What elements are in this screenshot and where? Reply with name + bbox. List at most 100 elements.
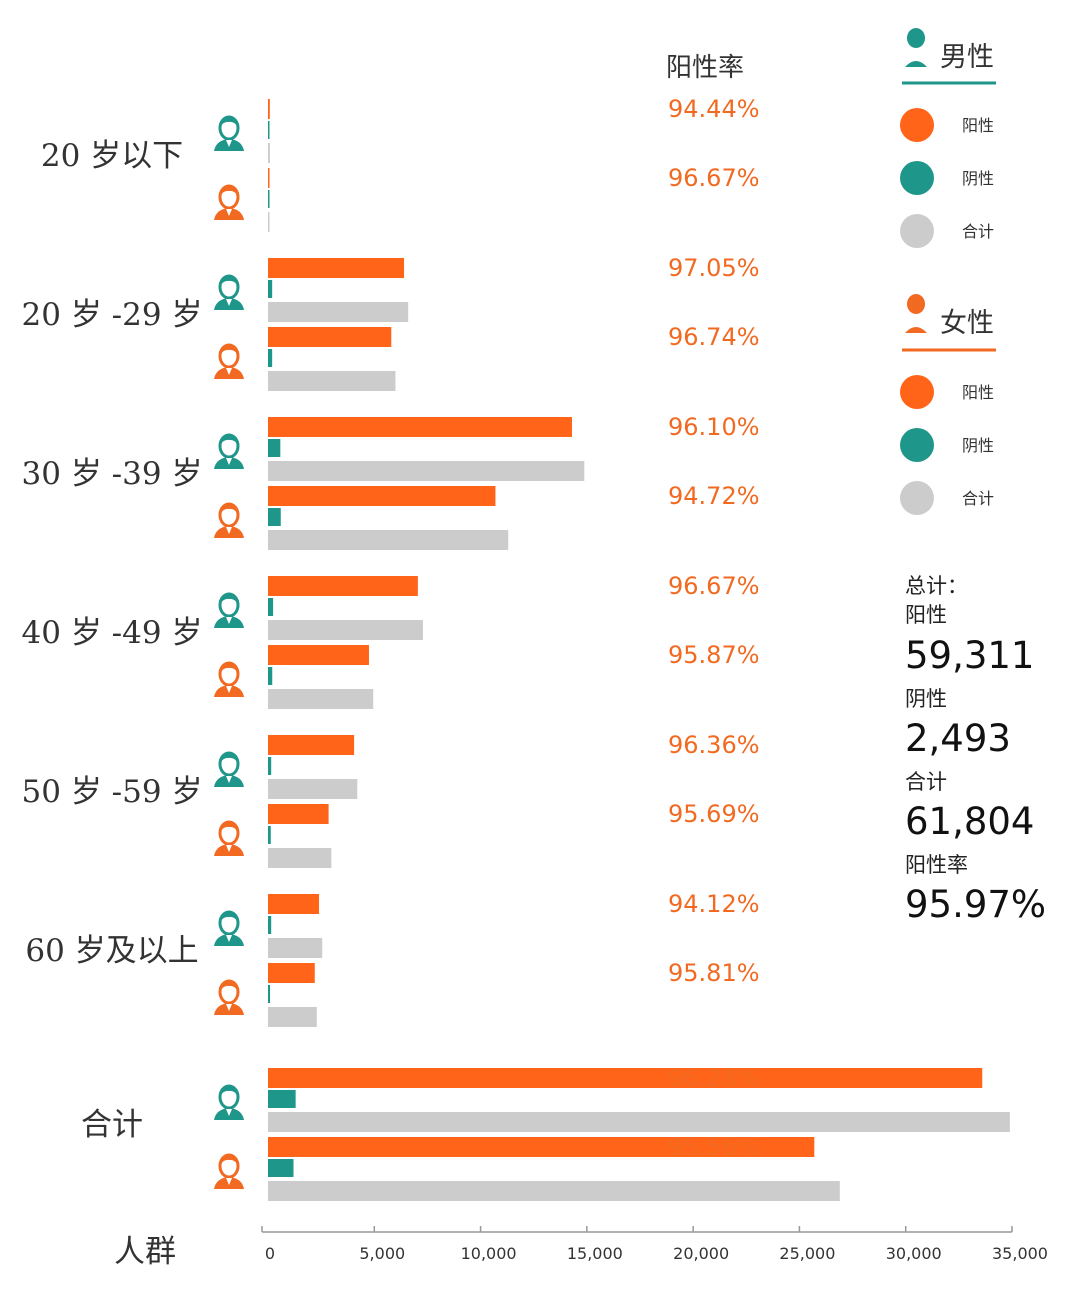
legend-female-negative-swatch (900, 428, 934, 462)
bar-1-male-positive (268, 258, 405, 278)
rate-label-2-female: 94.72% (668, 482, 760, 510)
group-label-0: 20 岁以下 (41, 138, 183, 174)
x-tick-label-1: 5,000 (359, 1244, 405, 1263)
rate-label-3-female: 95.87% (668, 641, 760, 669)
legend-male: 男性 阳性 阴性 合计 (900, 28, 996, 248)
bar-5-female-negative (268, 985, 271, 1003)
rate-label-1-male: 97.05% (668, 254, 760, 282)
totals-positive-label: 阳性 (905, 603, 947, 627)
rate-label-2-male: 96.10% (668, 413, 760, 441)
bar-1-male-total (268, 302, 409, 322)
totals-rate-label: 阳性率 (905, 853, 968, 877)
bar-3-male-positive (268, 576, 418, 596)
y-axis-title: 人群 (114, 1234, 176, 1270)
bar-3-male-total (268, 620, 423, 640)
x-tick-label-3: 15,000 (567, 1244, 623, 1263)
legend-female-positive-label: 阳性 (962, 383, 994, 402)
x-tick-label-2: 10,000 (461, 1244, 517, 1263)
rate-label-0-male: 94.44% (668, 95, 760, 123)
male-icon (214, 910, 244, 946)
male-icon (214, 433, 244, 469)
legend-female-total-swatch (900, 481, 934, 515)
rate-label-5-female: 95.81% (668, 959, 760, 987)
bar-4-female-negative (268, 826, 271, 844)
bar-0-male-total (268, 143, 270, 163)
x-tick-label-0: 0 (265, 1244, 275, 1263)
female-icon (214, 502, 244, 538)
male-icon (214, 751, 244, 787)
male-icon (214, 115, 244, 151)
bar-6-female-total (268, 1181, 840, 1201)
plot-area: 20 岁以下 94.44% 96.67% 20 岁 -29 岁 97.05% 96.74%… (22, 95, 1010, 1201)
bar-2-male-negative (268, 439, 281, 457)
group-label-4: 50 岁 -59 岁 (22, 774, 203, 810)
legend-male-total-label: 合计 (962, 222, 994, 241)
totals-positive-value: 59,311 (905, 634, 1034, 677)
x-axis: 0 5,000 10,000 15,000 20,000 25,000 30,000 35,0… (261, 1226, 1048, 1263)
bar-1-female-positive (268, 327, 392, 347)
rate-label-4-male: 96.36% (668, 731, 760, 759)
legend-male-positive-label: 阳性 (962, 116, 994, 135)
bar-6-female-positive (268, 1137, 815, 1157)
legend-male-negative-label: 阴性 (962, 169, 994, 188)
bar-2-female-total (268, 530, 509, 550)
rate-label-1-female: 96.74% (668, 323, 760, 351)
bar-1-female-negative (268, 349, 273, 367)
bar-0-female-total (268, 212, 270, 232)
male-icon (214, 1084, 244, 1120)
totals-heading: 总计： (905, 574, 968, 598)
rate-label-6-male: 96.28% (668, 1064, 760, 1092)
bar-5-male-total (268, 938, 323, 958)
group-label-3: 40 岁 -49 岁 (22, 615, 203, 651)
legend-female-positive-swatch (900, 375, 934, 409)
totals-negative-value: 2,493 (905, 717, 1011, 760)
bar-6-male-positive (268, 1068, 983, 1088)
male-icon (905, 28, 927, 67)
legend-male-negative-swatch (900, 161, 934, 195)
bar-2-female-negative (268, 508, 281, 526)
totals-negative-label: 阴性 (905, 687, 947, 711)
legend-female-title: 女性 (940, 308, 994, 339)
bar-5-female-total (268, 1007, 317, 1027)
group-label-2: 30 岁 -39 岁 (22, 456, 203, 492)
bar-2-male-total (268, 461, 585, 481)
female-icon (214, 184, 244, 220)
bar-1-male-negative (268, 280, 273, 298)
bar-0-male-positive (268, 99, 270, 119)
x-tick-label-7: 35,000 (992, 1244, 1048, 1263)
legend-male-title: 男性 (940, 42, 994, 73)
bar-1-female-total (268, 371, 396, 391)
group-label-1: 20 岁 -29 岁 (22, 297, 203, 333)
rate-label-5-male: 94.12% (668, 890, 760, 918)
totals-total-label: 合计 (905, 770, 947, 794)
female-icon (214, 661, 244, 697)
legend-female-total-label: 合计 (962, 489, 994, 508)
bar-4-male-negative (268, 757, 272, 775)
bar-2-female-positive (268, 486, 496, 506)
bar-0-female-positive (268, 168, 270, 188)
bar-6-female-negative (268, 1159, 294, 1177)
group-label-5: 60 岁及以上 (25, 933, 198, 969)
bar-0-male-negative (268, 121, 270, 139)
bar-5-female-positive (268, 963, 315, 983)
legend-female-negative-label: 阴性 (962, 436, 994, 455)
female-icon (214, 343, 244, 379)
rate-label-3-male: 96.67% (668, 572, 760, 600)
bar-2-male-positive (268, 417, 572, 437)
bar-4-male-positive (268, 735, 355, 755)
x-tick-label-6: 30,000 (886, 1244, 942, 1263)
rate-label-0-female: 96.67% (668, 164, 760, 192)
legend-male-total-swatch (900, 214, 934, 248)
female-icon (214, 820, 244, 856)
female-icon (905, 294, 927, 333)
rate-label-4-female: 95.69% (668, 800, 760, 828)
bar-4-female-total (268, 848, 332, 868)
bar-6-male-negative (268, 1090, 296, 1108)
x-tick-label-5: 25,000 (779, 1244, 835, 1263)
male-icon (214, 592, 244, 628)
bar-6-male-total (268, 1112, 1010, 1132)
bar-4-female-positive (268, 804, 329, 824)
bar-4-male-total (268, 779, 358, 799)
bar-3-female-positive (268, 645, 369, 665)
